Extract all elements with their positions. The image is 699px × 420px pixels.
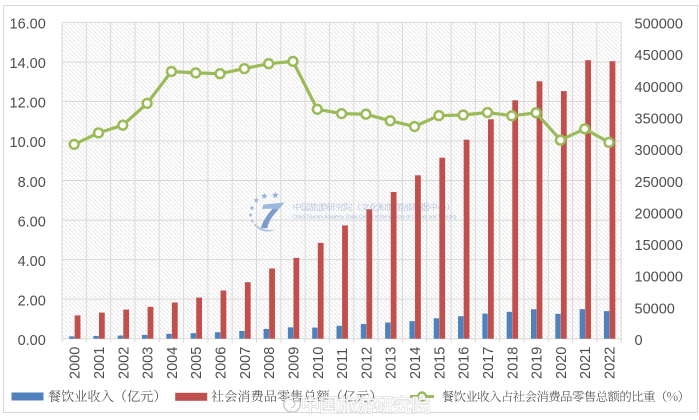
svg-text:2020: 2020 <box>554 347 570 379</box>
svg-text:350000: 350000 <box>635 111 683 127</box>
svg-text:2009: 2009 <box>286 347 302 379</box>
svg-text:8.00: 8.00 <box>18 175 46 191</box>
svg-text:2018: 2018 <box>505 347 521 379</box>
svg-text:12.00: 12.00 <box>10 96 46 112</box>
svg-text:10.00: 10.00 <box>10 135 46 151</box>
svg-text:4.00: 4.00 <box>18 254 46 270</box>
svg-text:2004: 2004 <box>165 347 181 379</box>
svg-text:China Tourism Academy (Data Ce: China Tourism Academy (Data Center of th… <box>292 215 456 221</box>
svg-text:400000: 400000 <box>635 80 683 96</box>
svg-text:2001: 2001 <box>92 347 108 379</box>
svg-text:2013: 2013 <box>384 347 400 379</box>
svg-text:2019: 2019 <box>530 347 546 379</box>
svg-text:2005: 2005 <box>189 347 205 379</box>
svg-text:2017: 2017 <box>481 347 497 379</box>
svg-text:100000: 100000 <box>635 270 683 286</box>
svg-text:2015: 2015 <box>432 347 448 379</box>
svg-text:6.00: 6.00 <box>18 214 46 230</box>
svg-text:2012: 2012 <box>359 347 375 379</box>
svg-text:150000: 150000 <box>635 238 683 254</box>
svg-text:16.00: 16.00 <box>10 17 46 33</box>
svg-text:0.00: 0.00 <box>18 333 46 349</box>
svg-text:2016: 2016 <box>457 347 473 379</box>
svg-text:2003: 2003 <box>141 347 157 379</box>
svg-text:50000: 50000 <box>635 301 675 317</box>
svg-text:450000: 450000 <box>635 48 683 64</box>
svg-text:2021: 2021 <box>578 347 594 379</box>
svg-text:2011: 2011 <box>335 348 351 379</box>
svg-text:2022: 2022 <box>603 347 619 379</box>
svg-text:500000: 500000 <box>635 17 683 33</box>
svg-text:2.00: 2.00 <box>18 293 46 309</box>
svg-text:2010: 2010 <box>311 347 327 379</box>
svg-text:300000: 300000 <box>635 143 683 159</box>
svg-text:2008: 2008 <box>262 347 278 379</box>
svg-text:2002: 2002 <box>116 347 132 379</box>
svg-text:250000: 250000 <box>635 175 683 191</box>
svg-text:14.00: 14.00 <box>10 56 46 72</box>
svg-text:2000: 2000 <box>68 347 84 379</box>
svg-text:2007: 2007 <box>238 347 254 379</box>
svg-text:0: 0 <box>635 333 643 349</box>
svg-text:2014: 2014 <box>408 347 424 379</box>
svg-text:2006: 2006 <box>214 347 230 379</box>
svg-text:200000: 200000 <box>635 206 683 222</box>
